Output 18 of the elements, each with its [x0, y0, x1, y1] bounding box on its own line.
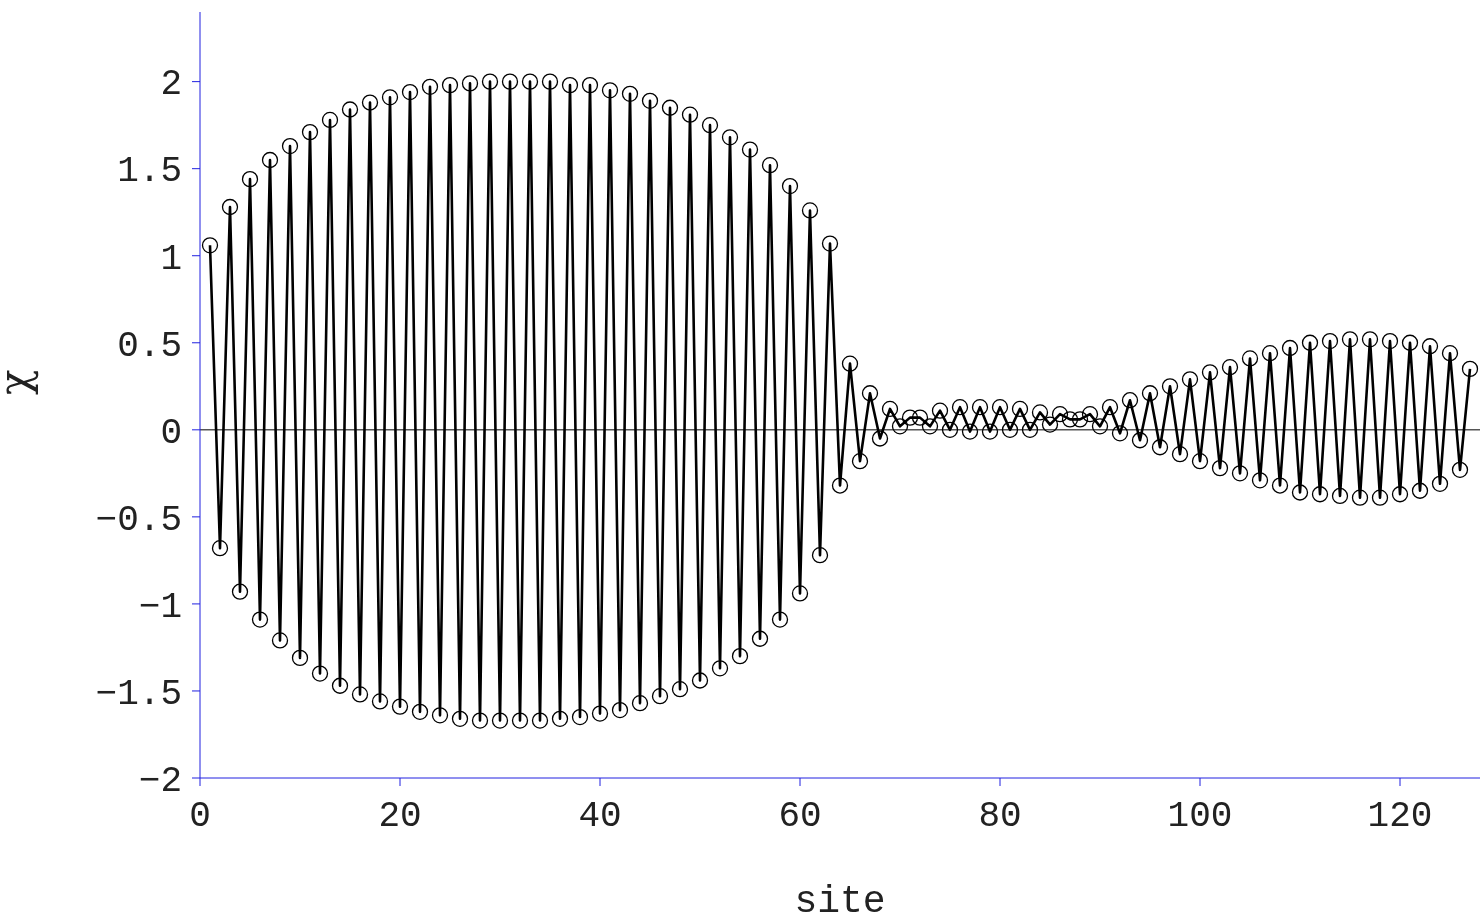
x-tick-label: 40 — [578, 795, 622, 837]
x-tick-label: 0 — [189, 795, 211, 837]
x-tick-label: 120 — [1367, 795, 1433, 837]
y-tick-label: −1.5 — [95, 673, 182, 715]
y-tick-label: 0.5 — [117, 325, 182, 367]
y-tick-label: −2 — [138, 760, 182, 802]
y-tick-label: −0.5 — [95, 499, 182, 541]
x-tick-label: 60 — [778, 795, 822, 837]
y-tick-label: 1 — [160, 238, 182, 280]
x-tick-label: 100 — [1167, 795, 1233, 837]
y-axis-title: χ — [0, 369, 39, 395]
y-tick-label: −1 — [138, 586, 182, 628]
y-tick-label: 1.5 — [117, 151, 182, 193]
y-tick-label: 2 — [160, 64, 182, 106]
x-axis-title: site — [794, 880, 886, 912]
x-tick-label: 20 — [378, 795, 422, 837]
x-tick-label: 80 — [978, 795, 1022, 837]
y-tick-label: 0 — [160, 412, 182, 454]
